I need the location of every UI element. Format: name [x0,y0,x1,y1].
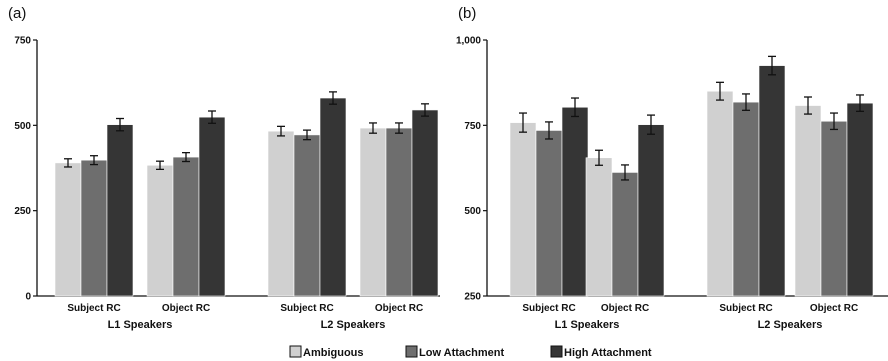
panel-a-bar [385,127,413,297]
panel-b-category-label: Object RC [810,303,858,314]
legend-label-high-attachment: High Attachment [564,347,652,359]
panel-a-category-label: Subject RC [280,303,333,314]
panel-b-bar [706,90,734,297]
panel-a-bar [411,109,439,297]
panel-b-category-label: Subject RC [719,303,772,314]
panel-b-category-label: Object RC [601,303,649,314]
panel-b-y-tick-label: 750 [464,121,481,132]
panel-b-label: (b) [458,5,476,22]
panel-b-bar [585,157,613,297]
panel-a-bar [172,156,200,297]
panel-b-group-label: L2 Speakers [758,319,823,331]
panel-a-category-label: Subject RC [67,303,120,314]
panel-b-bar [846,102,874,297]
panel-b-bar [820,120,848,297]
panel-a-bar [146,164,174,297]
panel-b-chart: (b) 250 500 750 1,000 Subject RC Object RC Subj… [456,5,888,331]
panel-b-bar [758,65,786,297]
panel-b-bar [611,172,639,297]
panel-a-bar [80,159,108,297]
panel-b-bar [794,105,822,297]
panel-a-bar [319,97,347,297]
legend: Ambiguous Low Attachment High Attachment [289,345,652,359]
panel-a-chart: (a) 0 250 500 750 Subject RC Object RC Subject … [8,5,440,331]
panel-a-bar [198,116,226,297]
panel-b-bar [509,122,537,297]
legend-swatch-high-attachment [550,345,563,358]
legend-label-low-attachment: Low Attachment [419,347,504,359]
panel-a-category-label: Object RC [162,303,210,314]
panel-a-category-label: Object RC [375,303,423,314]
legend-label-ambiguous: Ambiguous [303,347,364,359]
panel-a-bar [293,134,321,297]
legend-swatch-ambiguous [289,345,302,358]
panel-a-y-tick-label: 250 [14,206,31,217]
panel-b-bar [535,130,563,297]
panel-a-y-tick-label: 0 [25,292,31,303]
panel-a-bar [54,162,82,297]
panel-a-bar [267,130,295,297]
panel-b-y-tick-label: 500 [464,206,481,217]
panel-a-label: (a) [8,5,26,22]
panel-b-group-label: L1 Speakers [555,319,620,331]
legend-swatch-low-attachment [405,345,418,358]
panel-b-bar [561,106,589,297]
panel-b-y-tick-label: 1,000 [456,36,481,47]
panel-b-bar [637,124,665,297]
panel-b-bar [732,101,760,297]
panel-b-y-tick-label: 250 [464,292,481,303]
panel-a-group-label: L1 Speakers [108,319,173,331]
panel-a-y-tick-label: 750 [14,36,31,47]
panel-b-category-label: Subject RC [522,303,575,314]
panel-a-group-label: L2 Speakers [321,319,386,331]
panel-a-bar [359,127,387,297]
panel-a-bar [106,124,134,297]
panel-a-y-tick-label: 500 [14,121,31,132]
